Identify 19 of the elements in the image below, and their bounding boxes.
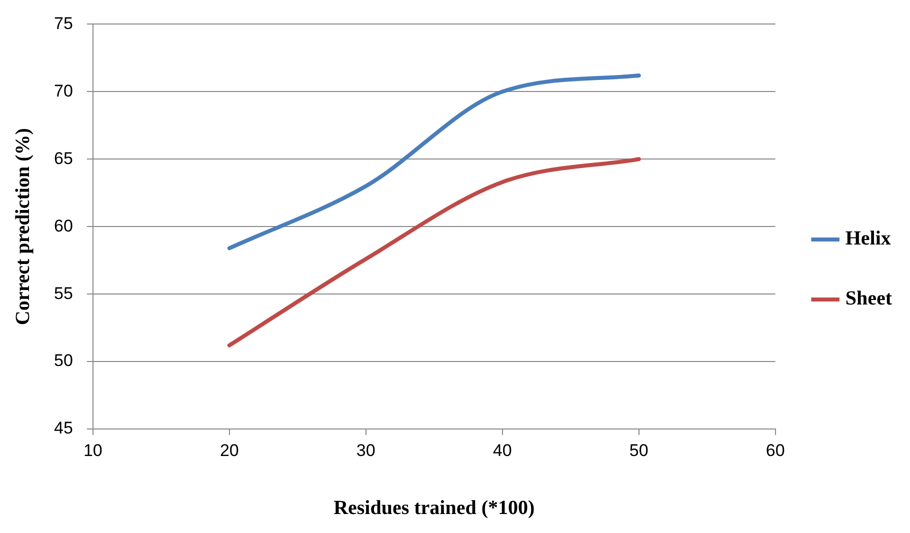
y-tick-label: 75 [54,14,73,33]
x-tick-label: 20 [220,441,239,460]
x-tick-label: 30 [356,441,376,460]
x-tick-label: 60 [766,441,785,460]
y-tick-label: 60 [54,216,73,236]
legend-label: Sheet [845,288,892,310]
y-axis-title: Correct prediction (%) [12,128,34,326]
legend-label: Helix [845,228,891,250]
line-series [227,157,641,348]
y-tick-label: 70 [54,81,73,100]
x-tick-label: 40 [492,441,512,460]
x-tick-label: 50 [629,441,648,460]
line-series [227,73,641,250]
y-tick-label: 65 [54,148,73,168]
y-tick-label: 55 [54,284,73,303]
y-tick-label: 45 [54,418,73,438]
y-tick-label: 50 [54,351,73,370]
x-tick-label: 10 [83,441,102,460]
x-axis-title: Residues trained (*100) [334,497,535,520]
